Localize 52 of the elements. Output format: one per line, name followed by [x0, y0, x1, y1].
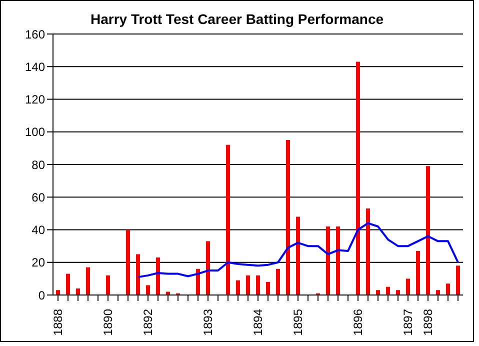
bar: [56, 290, 60, 295]
line-series: [137, 222, 459, 278]
bar: [106, 275, 110, 295]
y-tick-label: 20: [32, 256, 46, 270]
chart-title: Harry Trott Test Career Batting Performance: [89, 11, 385, 27]
y-tick-label: 100: [24, 125, 46, 140]
bar: [136, 254, 140, 295]
bar: [426, 166, 430, 295]
bar: [146, 285, 150, 295]
bar: [126, 230, 130, 295]
bar: [286, 140, 290, 295]
bar: [246, 275, 250, 295]
x-tick-label: 1896: [351, 308, 365, 336]
bar: [356, 62, 360, 295]
y-tick-label: 0: [38, 288, 46, 302]
bar: [206, 241, 210, 295]
y-tick-label: 120: [24, 92, 46, 107]
bar: [336, 226, 340, 295]
bar: [416, 250, 420, 295]
bar: [396, 290, 400, 295]
bar: [446, 284, 450, 295]
y-tick-label: 60: [32, 190, 46, 204]
bar: [366, 208, 370, 295]
y-tick-label: 140: [24, 60, 46, 74]
x-tick-label: 1888: [51, 308, 65, 336]
bar: [156, 257, 160, 295]
bar: [456, 266, 460, 295]
bar: [376, 290, 380, 295]
bar: [256, 275, 260, 295]
bar: [266, 282, 270, 295]
x-tick-label: 1898: [421, 308, 435, 336]
bar: [236, 280, 240, 295]
x-tick-label: 1895: [291, 308, 305, 336]
bar: [276, 268, 280, 295]
bar: [226, 144, 230, 295]
x-tick-label: 1890: [101, 308, 115, 336]
x-tick-label: 1893: [201, 308, 215, 336]
bar: [166, 292, 170, 295]
x-tick-label: 1892: [141, 308, 155, 336]
x-tick-label: 1897: [401, 308, 415, 336]
y-tick-label: 160: [24, 27, 46, 42]
y-tick-label: 80: [32, 158, 46, 172]
bar: [326, 226, 330, 295]
bar: [76, 288, 80, 295]
bar: [406, 278, 410, 295]
y-tick-label: 40: [32, 223, 46, 238]
bar: [66, 274, 70, 295]
bar: [436, 290, 440, 295]
bar: [386, 286, 390, 295]
bar: [86, 267, 90, 295]
bar: [296, 216, 300, 295]
x-tick-label: 1894: [251, 308, 265, 336]
